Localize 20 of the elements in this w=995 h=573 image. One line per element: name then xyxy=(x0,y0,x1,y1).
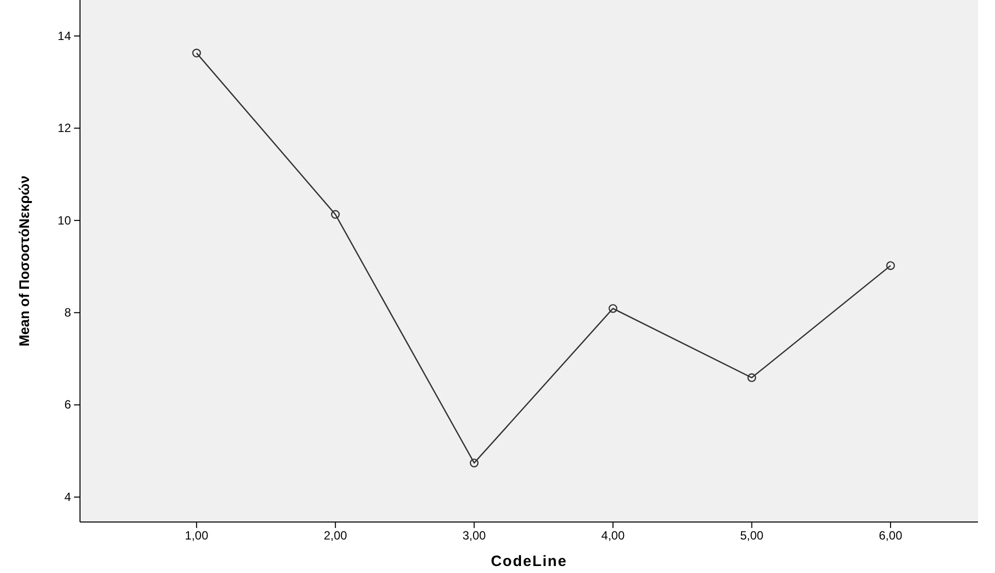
point xyxy=(330,210,340,219)
y-axis-title: Mean of ΠοσοστόΝεκρών xyxy=(16,175,32,346)
point xyxy=(608,304,618,313)
y-tick-label: 4 xyxy=(64,490,72,504)
x-tick-label: 3,00 xyxy=(462,528,486,543)
x-tick-label: 1,00 xyxy=(184,528,209,543)
x-tick-label: 4,00 xyxy=(601,528,625,543)
x-tick-label: 2,00 xyxy=(324,528,348,543)
y-tick-label: 10 xyxy=(58,213,72,228)
y-tick-label: 8 xyxy=(64,305,72,320)
point xyxy=(192,48,201,58)
point xyxy=(886,261,895,270)
point xyxy=(747,373,756,382)
y-tick-label: 6 xyxy=(64,398,72,412)
x-tick-label: 6,00 xyxy=(878,528,903,543)
point xyxy=(470,458,479,468)
y-tick-label: 14 xyxy=(58,28,72,43)
x-axis-title: CodeLine xyxy=(490,553,568,570)
x-tick-label: 5,00 xyxy=(740,528,764,543)
y-tick-label: 12 xyxy=(58,121,72,136)
